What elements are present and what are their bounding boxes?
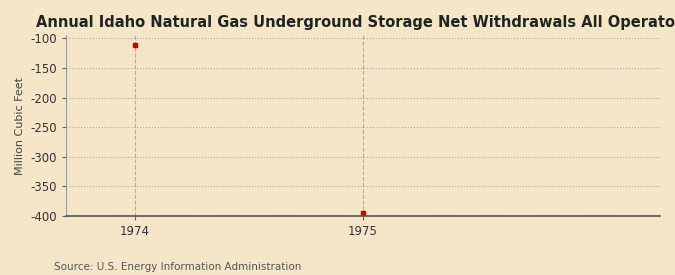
Title: Annual Idaho Natural Gas Underground Storage Net Withdrawals All Operators: Annual Idaho Natural Gas Underground Sto…: [36, 15, 675, 30]
Text: Source: U.S. Energy Information Administration: Source: U.S. Energy Information Administ…: [54, 262, 301, 272]
Y-axis label: Million Cubic Feet: Million Cubic Feet: [15, 77, 25, 175]
